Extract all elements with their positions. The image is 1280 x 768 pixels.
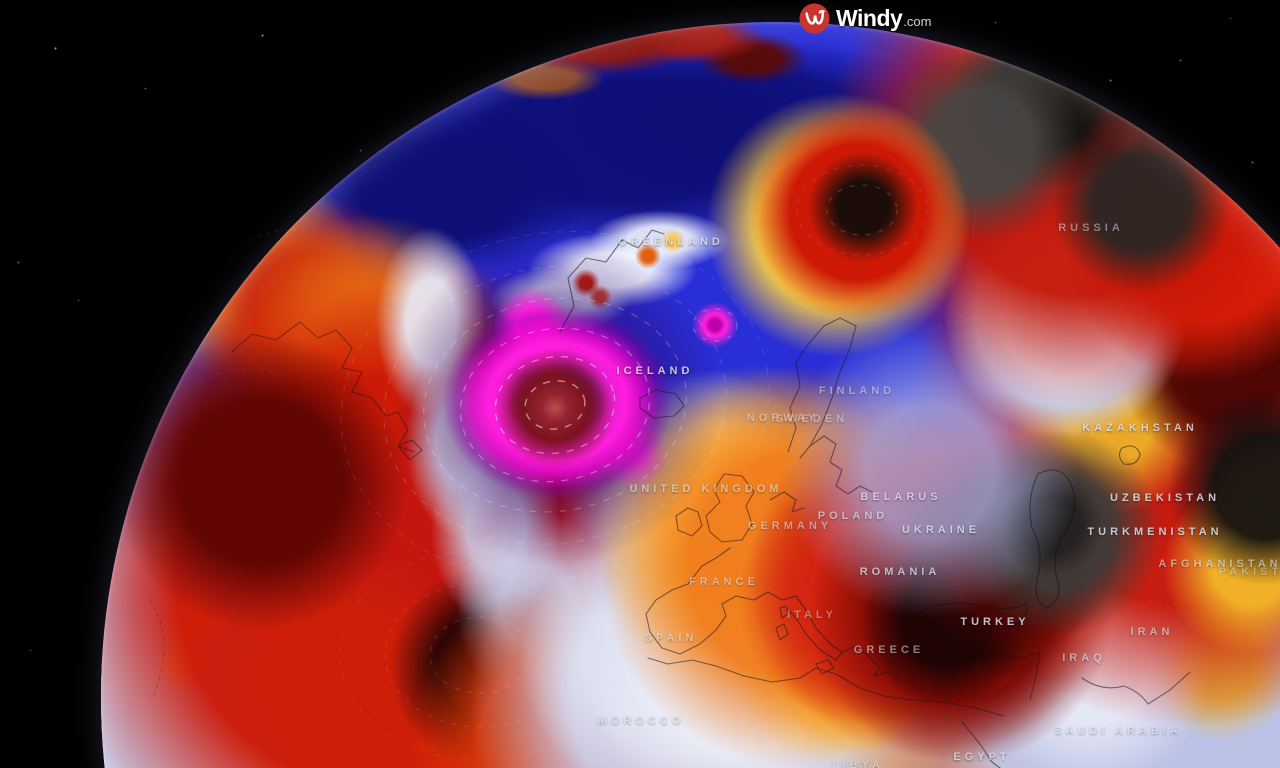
windy-logo[interactable]: Windy .com [799,3,931,34]
windy-swirl-icon [799,3,830,34]
windy-domain-suffix: .com [903,14,932,29]
globe[interactable] [101,22,1280,768]
windy-logo-text: Windy .com [836,5,931,32]
windy-brand-text: Windy [836,5,903,31]
temperature-anomaly-layer [101,22,1280,768]
star-field [0,0,1,1]
